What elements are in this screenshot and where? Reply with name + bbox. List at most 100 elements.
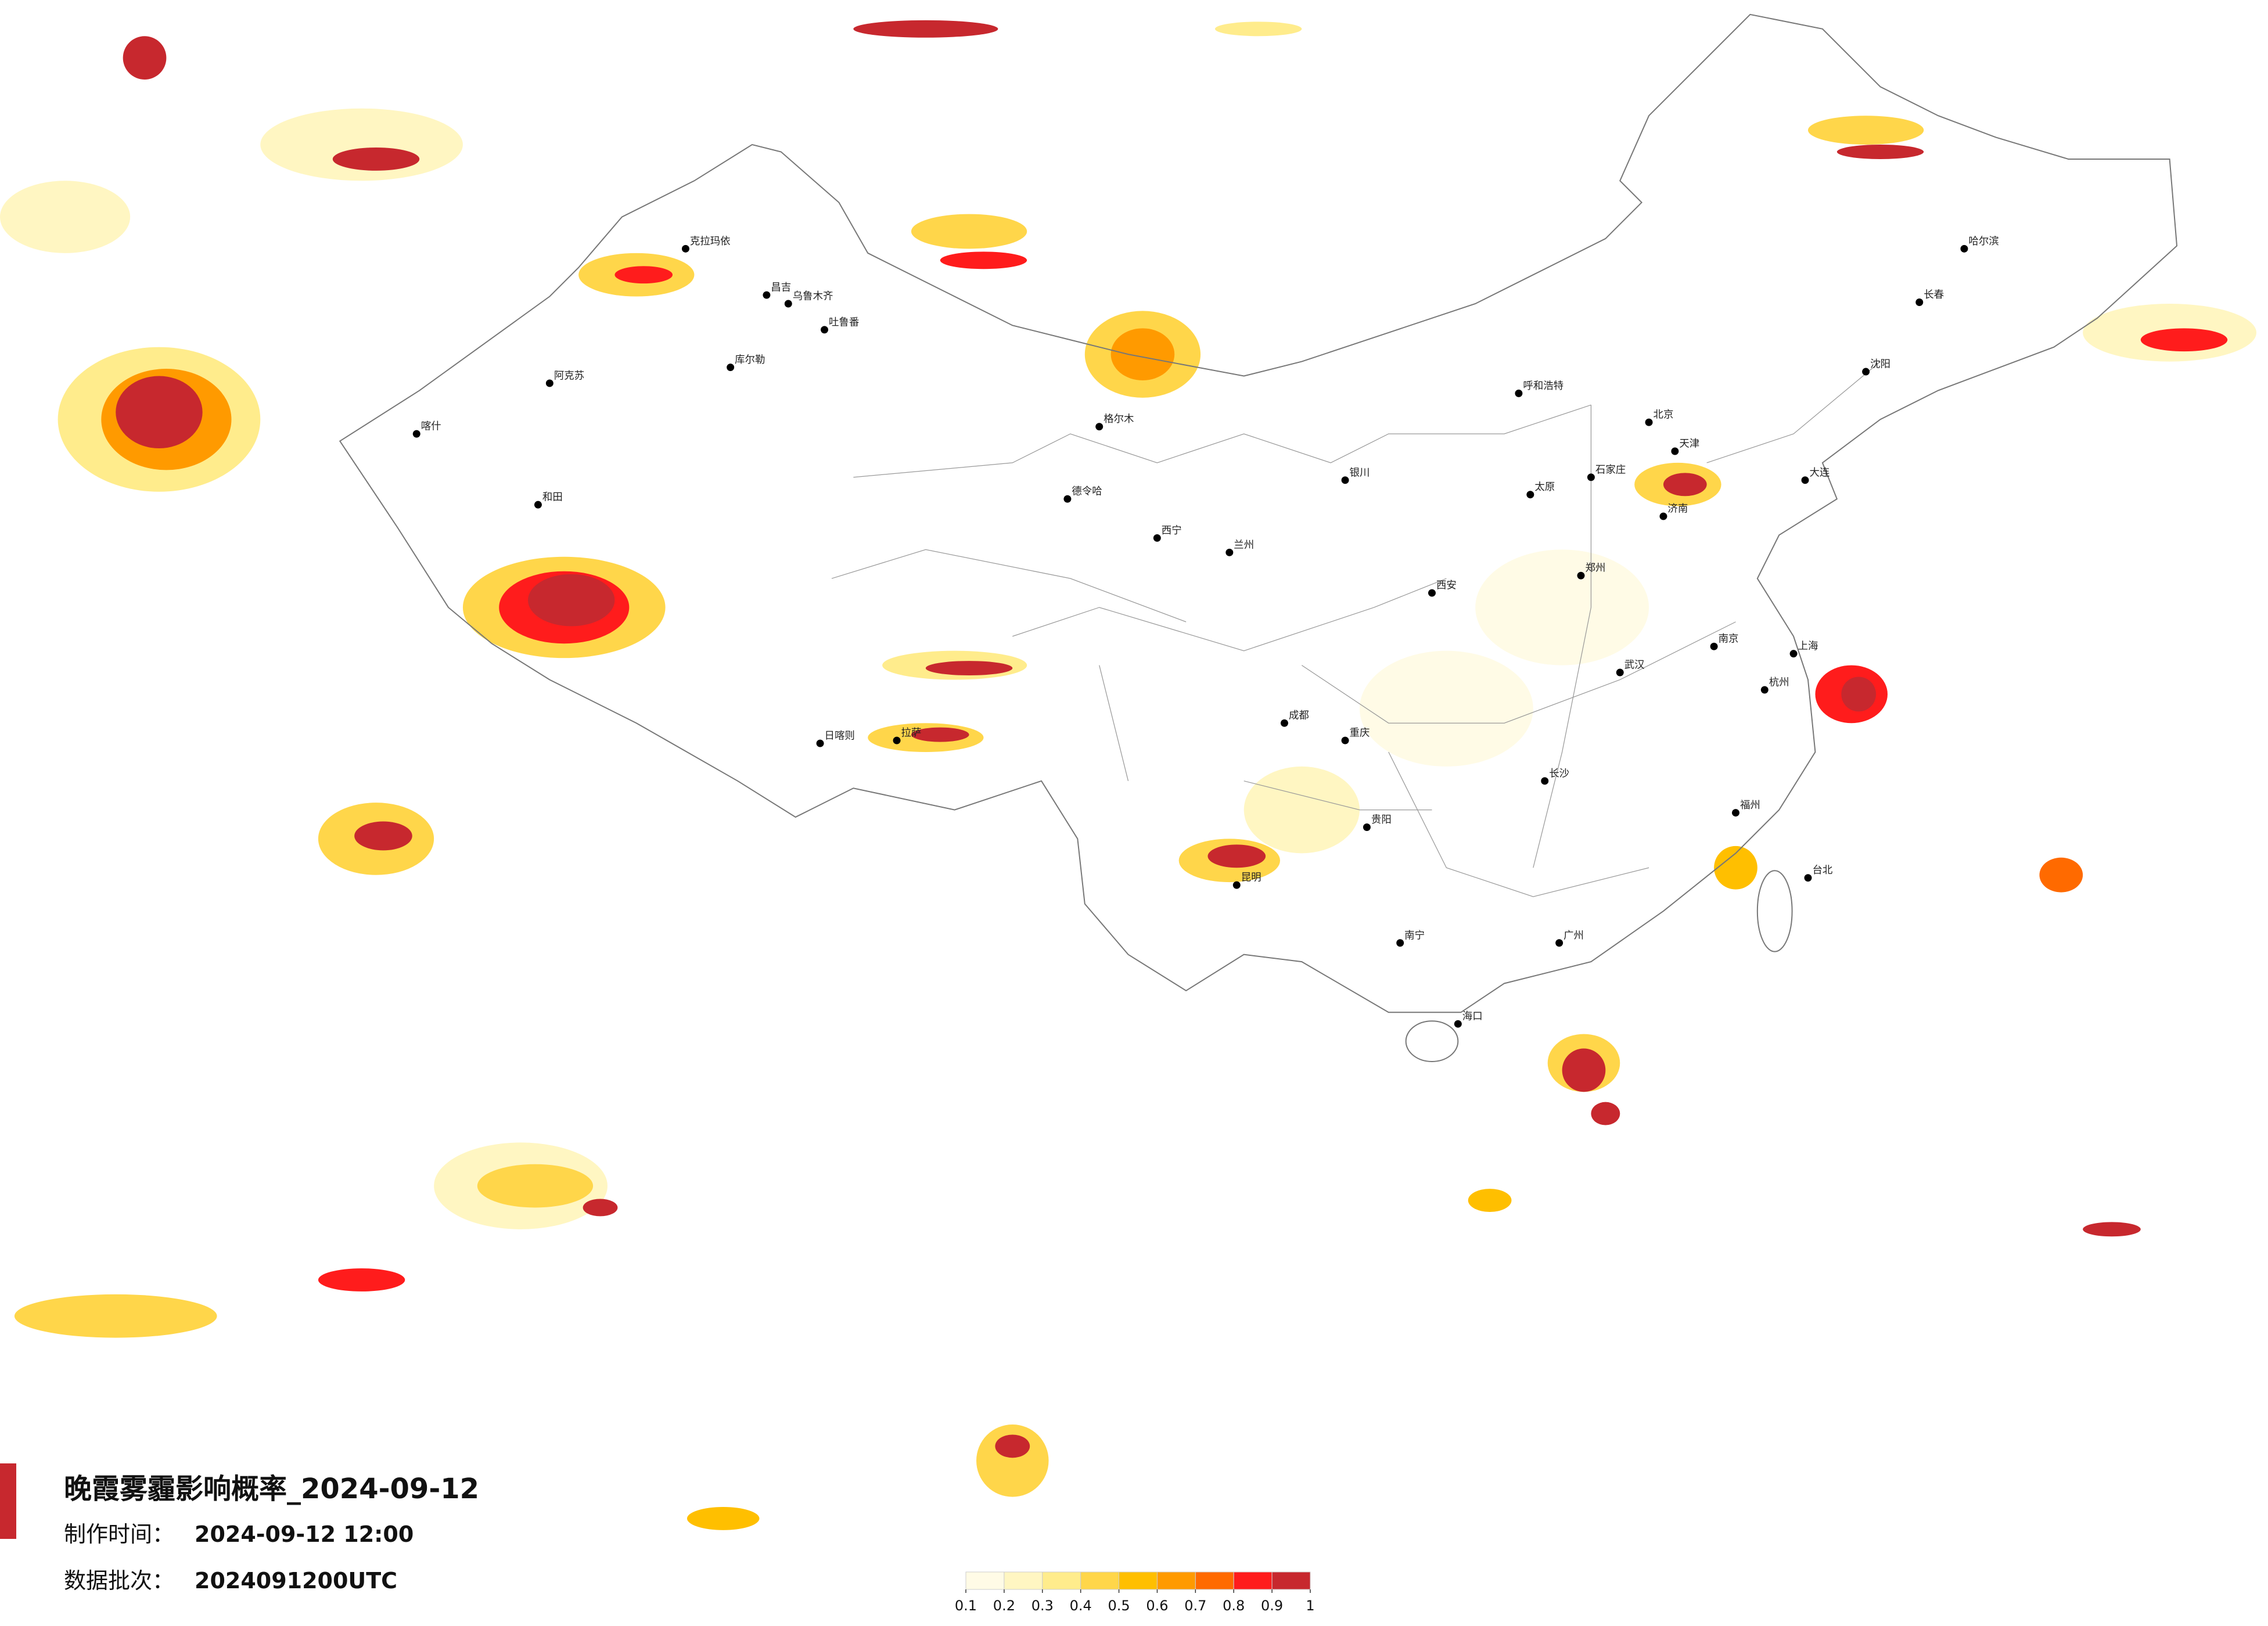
city-dot xyxy=(1710,642,1718,650)
field-patch xyxy=(1663,473,1707,497)
city-label: 北京 xyxy=(1654,409,1674,421)
city-dot xyxy=(1341,476,1349,484)
city-label: 喀什 xyxy=(421,421,441,433)
city-dot xyxy=(1428,589,1436,597)
field-patch xyxy=(123,36,167,80)
city-dot xyxy=(1645,418,1653,426)
hainan-outline xyxy=(1405,1020,1459,1062)
city-dot xyxy=(412,430,420,438)
city-dot xyxy=(1454,1020,1462,1028)
city-label: 兰州 xyxy=(1234,539,1254,551)
city-dot xyxy=(1577,571,1585,580)
city-label: 格尔木 xyxy=(1104,413,1134,425)
legend-tick-label: 1 xyxy=(1306,1598,1314,1614)
field-patch xyxy=(2140,328,2228,352)
edge-patch xyxy=(0,1463,16,1539)
city-label: 阿克苏 xyxy=(554,370,584,382)
city-label: 和田 xyxy=(542,492,563,503)
city-dot xyxy=(821,326,829,334)
city-label: 拉萨 xyxy=(901,728,922,739)
legend-swatch xyxy=(1004,1571,1043,1590)
city-dot xyxy=(1587,473,1595,481)
city-label: 贵阳 xyxy=(1371,814,1392,826)
city-dot xyxy=(763,291,771,299)
legend-tick-label: 0.4 xyxy=(1070,1598,1092,1614)
city-label: 大连 xyxy=(1809,467,1830,479)
city-dot xyxy=(1915,298,1924,306)
city-label: 广州 xyxy=(1563,930,1584,941)
city-dot xyxy=(1789,650,1798,658)
field-patch xyxy=(583,1199,618,1217)
legend-swatch xyxy=(1080,1571,1120,1590)
city-label: 太原 xyxy=(1534,481,1555,493)
field-patch xyxy=(1468,1189,1512,1212)
field-patch xyxy=(1836,145,1924,159)
field-patch xyxy=(1714,846,1757,890)
city-dot xyxy=(1095,423,1104,431)
city-dot xyxy=(1760,686,1769,694)
legend-tick-label: 0.6 xyxy=(1146,1598,1168,1614)
city-label: 石家庄 xyxy=(1595,464,1626,476)
city-label: 库尔勒 xyxy=(735,354,765,366)
city-dot xyxy=(1801,476,1809,484)
legend-tick-label: 0.2 xyxy=(993,1598,1015,1614)
field-patch xyxy=(1808,116,1924,145)
city-dot xyxy=(1732,809,1739,817)
city-label: 哈尔滨 xyxy=(1968,236,1999,247)
field-patch xyxy=(1475,549,1649,665)
city-label: 南宁 xyxy=(1404,930,1425,941)
field-patch xyxy=(1359,650,1533,767)
city-dot xyxy=(1281,719,1288,727)
field-patch xyxy=(332,148,420,171)
city-dot xyxy=(545,379,553,387)
field-patch xyxy=(911,727,969,742)
batch: 2024091200UTC xyxy=(195,1568,397,1593)
city-label: 西安 xyxy=(1436,580,1457,592)
city-label: 银川 xyxy=(1350,467,1370,479)
batch-label: 数据批次： xyxy=(64,1568,174,1593)
province-borders xyxy=(831,361,1881,897)
legend-tick-label: 0.1 xyxy=(955,1598,977,1614)
legend-swatch xyxy=(1119,1571,1158,1590)
legend-tick-label: 0.5 xyxy=(1108,1598,1130,1614)
city-dot xyxy=(727,364,735,372)
city-dot xyxy=(893,736,901,744)
legend: 0.1 0.2 0.3 0.4 0.5 0.6 0.7 0.8 0.9 1 xyxy=(955,1571,1315,1614)
city-label: 武汉 xyxy=(1624,660,1645,671)
city-label: 昌吉 xyxy=(771,282,791,294)
city-dot xyxy=(1541,777,1549,785)
city-dot xyxy=(816,739,824,747)
city-label: 郑州 xyxy=(1585,563,1605,574)
field-patch xyxy=(1562,1048,1606,1092)
field-patch xyxy=(2083,1222,2141,1237)
legend-swatch xyxy=(1042,1571,1081,1590)
title: 晚霞雾霾影响概率_2024-09-12 xyxy=(64,1473,479,1505)
field-patch xyxy=(1207,844,1266,868)
city-dot xyxy=(1396,939,1404,947)
city-label: 福州 xyxy=(1740,800,1760,811)
field-patch xyxy=(925,661,1013,676)
legend-swatch xyxy=(965,1571,1005,1590)
legend-tick-label: 0.8 xyxy=(1223,1598,1245,1614)
city-label: 天津 xyxy=(1679,438,1699,450)
city-label: 南京 xyxy=(1719,634,1739,645)
city-label: 长春 xyxy=(1924,289,1944,301)
legend-swatch xyxy=(1195,1571,1234,1590)
city-label: 乌鲁木齐 xyxy=(793,291,833,303)
field-patch xyxy=(940,251,1027,269)
field-patch xyxy=(976,1424,1049,1497)
city-label: 上海 xyxy=(1798,641,1818,652)
city-label: 日喀则 xyxy=(825,731,855,742)
legend-tick-label: 0.7 xyxy=(1184,1598,1206,1614)
field-patch xyxy=(527,574,615,627)
taiwan-outline xyxy=(1756,870,1793,952)
legend-tick-label: 0.3 xyxy=(1031,1598,1054,1614)
city-dot xyxy=(1363,823,1371,831)
city-dot xyxy=(534,501,542,509)
field-patch xyxy=(477,1164,594,1208)
city-label: 杭州 xyxy=(1769,677,1789,688)
field-patch xyxy=(0,181,131,253)
city-label: 德令哈 xyxy=(1072,486,1102,498)
city-dot xyxy=(1804,874,1812,882)
